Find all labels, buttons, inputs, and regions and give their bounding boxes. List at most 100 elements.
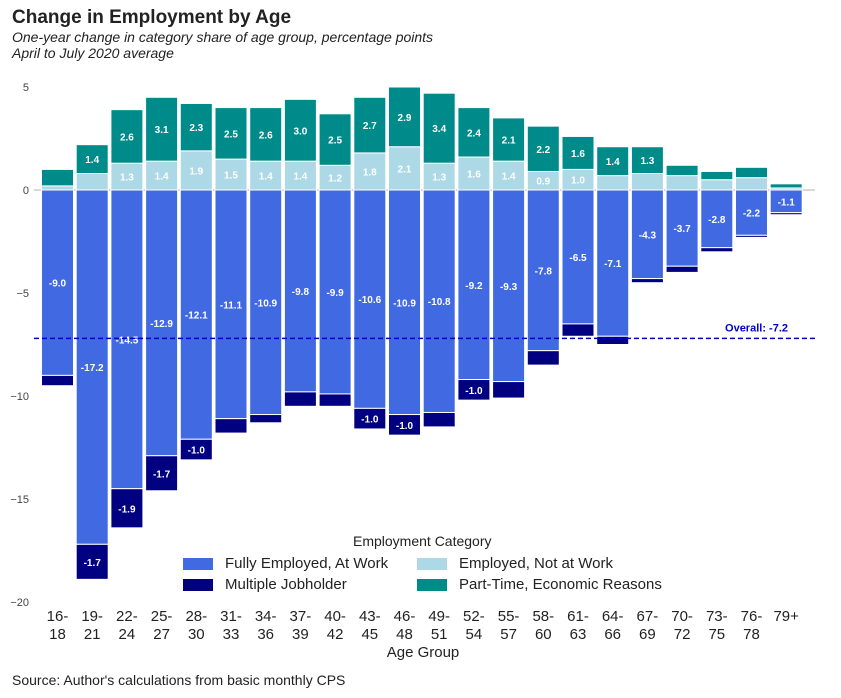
data-label-fully-employed: -9.0: [49, 279, 67, 290]
bar-fully-employed: [422, 189, 456, 413]
data-label-employed-not-at-work: 1.6: [467, 170, 481, 181]
data-label-part-time-economic: 2.1: [502, 136, 516, 147]
x-tick-label: 67-69: [637, 608, 659, 643]
data-label-employed-not-at-work: 1.4: [502, 172, 516, 183]
data-label-fully-employed: -11.1: [220, 300, 243, 311]
data-label-part-time-economic: 2.6: [259, 130, 273, 141]
bar-fully-employed: [75, 189, 109, 545]
bar-part-time-economic: [214, 107, 248, 160]
data-label-employed-not-at-work: 1.8: [363, 167, 377, 178]
data-label-employed-not-at-work: 0.9: [536, 177, 550, 188]
data-label-employed-not-at-work: 1.3: [120, 173, 134, 184]
bar-multiple-jobholder: [596, 335, 630, 346]
bar-fully-employed: [665, 189, 699, 267]
x-axis-title: Age Group: [387, 644, 460, 661]
data-label-employed-not-at-work: 1.4: [293, 172, 307, 183]
data-label-fully-employed: -9.9: [326, 288, 344, 299]
y-tick-label: 0: [23, 185, 29, 197]
data-label-fully-employed: -10.8: [428, 297, 451, 308]
bar-multiple-jobholder: [700, 247, 734, 253]
bar-employed-not-at-work: [75, 173, 109, 191]
data-label-fully-employed: -1.1: [778, 197, 796, 208]
bar-employed-not-at-work: [110, 162, 144, 191]
data-label-part-time-economic: 1.6: [571, 149, 585, 160]
bar-employed-not-at-work: [41, 185, 74, 191]
x-tick-label: 37-39: [290, 608, 312, 643]
data-label-fully-employed: -17.2: [81, 363, 104, 374]
data-label-fully-employed: -12.9: [150, 319, 173, 330]
bar-part-time-economic: [492, 117, 526, 162]
data-label-fully-employed: -14.5: [116, 335, 139, 346]
legend-label: Employed, Not at Work: [459, 555, 613, 572]
data-label-fully-employed: -7.1: [604, 259, 622, 270]
x-tick-label: 22-24: [116, 608, 138, 643]
bar-fully-employed: [353, 189, 387, 409]
data-label-part-time-economic: 2.7: [363, 121, 377, 132]
legend-swatch: [183, 578, 213, 591]
data-label-fully-employed: -9.8: [292, 287, 310, 298]
bar-fully-employed: [630, 189, 664, 280]
x-tick-label: 34-36: [255, 608, 277, 643]
data-label-part-time-economic: 2.2: [536, 145, 550, 156]
data-label-fully-employed: -9.2: [465, 281, 483, 292]
bar-part-time-economic: [422, 92, 456, 164]
legend-item-part-time-economic: Part-Time, Economic Reasons: [417, 576, 662, 593]
bar-multiple-jobholder: [249, 414, 283, 424]
data-label-fully-employed: -10.6: [358, 295, 381, 306]
bar-fully-employed: [526, 189, 560, 352]
x-tick-label: 79+: [773, 608, 799, 625]
data-label-part-time-economic: 2.5: [224, 129, 238, 140]
data-label-fully-employed: -10.9: [254, 298, 277, 309]
bar-part-time-economic: [110, 109, 144, 164]
bar-fully-employed: [110, 189, 144, 490]
bar-employed-not-at-work: [422, 162, 456, 191]
bar-fully-employed: [214, 189, 248, 420]
x-tick-label: 52-54: [463, 608, 485, 643]
data-label-fully-employed: -4.3: [639, 230, 657, 241]
bar-multiple-jobholder: [318, 393, 352, 407]
bar-part-time-economic: [41, 168, 74, 187]
bar-multiple-jobholder: [665, 265, 699, 273]
bar-multiple-jobholder: [145, 455, 179, 492]
data-label-fully-employed: -6.5: [569, 253, 587, 264]
bar-employed-not-at-work: [249, 160, 283, 191]
data-label-part-time-economic: 2.3: [189, 123, 203, 134]
bar-multiple-jobholder: [75, 543, 109, 580]
bar-employed-not-at-work: [179, 150, 213, 191]
bar-multiple-jobholder: [457, 379, 491, 401]
data-label-part-time-economic: 3.0: [293, 126, 307, 137]
x-tick-label: 58-60: [532, 608, 554, 643]
bar-part-time-economic: [457, 107, 491, 158]
x-tick-label: 28-30: [185, 608, 207, 643]
bar-multiple-jobholder: [388, 414, 421, 436]
x-tick-label: 55-57: [498, 608, 520, 643]
bar-part-time-economic: [249, 107, 283, 162]
bar-fully-employed: [283, 189, 317, 393]
bar-part-time-economic: [179, 102, 213, 152]
x-tick-label: 64-66: [602, 608, 624, 643]
x-tick-label: 25-27: [151, 608, 173, 643]
data-label-part-time-economic: 1.4: [606, 157, 620, 168]
bar-multiple-jobholder: [283, 391, 317, 407]
source-note: Source: Author's calculations from basic…: [12, 672, 346, 688]
bar-multiple-jobholder: [41, 374, 74, 387]
y-tick-label: 5: [23, 82, 29, 94]
legend-swatch: [417, 578, 447, 591]
bar-employed-not-at-work: [735, 177, 768, 191]
bar-part-time-economic: [318, 113, 352, 166]
chart-subtitle-period: April to July 2020 average: [12, 45, 174, 61]
overall-reference-label: Overall: -7.2: [725, 322, 788, 334]
data-label-part-time-economic: 2.6: [120, 132, 134, 143]
bar-part-time-economic: [700, 170, 734, 181]
bar-part-time-economic: [665, 164, 699, 177]
bar-employed-not-at-work: [145, 160, 179, 191]
bar-multiple-jobholder: [353, 407, 387, 430]
x-tick-label: 43-45: [359, 608, 381, 643]
data-label-employed-not-at-work: 2.1: [398, 164, 412, 175]
data-label-employed-not-at-work: 1.4: [155, 172, 169, 183]
data-label-part-time-economic: 3.4: [432, 124, 446, 135]
data-label-employed-not-at-work: 1.2: [328, 174, 342, 185]
data-label-multiple-jobholder: -1.9: [118, 504, 136, 515]
data-label-employed-not-at-work: 1.4: [259, 172, 273, 183]
y-tick-label: −5: [16, 288, 29, 300]
